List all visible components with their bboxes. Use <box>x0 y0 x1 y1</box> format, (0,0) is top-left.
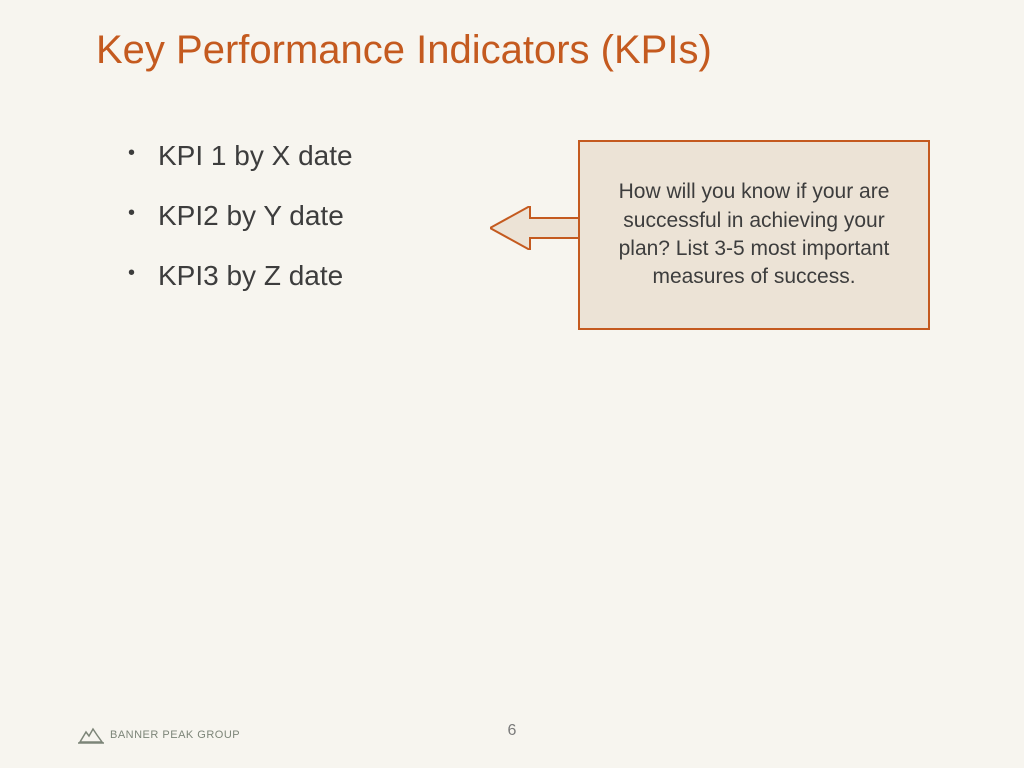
page-title: Key Performance Indicators (KPIs) <box>96 28 712 73</box>
logo: BANNER PEAK GROUP <box>78 726 240 744</box>
logo-text: BANNER PEAK GROUP <box>110 729 240 741</box>
arrow-left-icon <box>490 206 580 250</box>
callout-text: How will you know if your are successful… <box>602 178 906 291</box>
list-item: KPI 1 by X date <box>128 140 353 172</box>
callout: How will you know if your are successful… <box>490 140 930 330</box>
mountain-icon <box>78 726 104 744</box>
list-item: KPI2 by Y date <box>128 200 353 232</box>
callout-box: How will you know if your are successful… <box>578 140 930 330</box>
list-item: KPI3 by Z date <box>128 260 353 292</box>
kpi-list: KPI 1 by X date KPI2 by Y date KPI3 by Z… <box>128 140 353 320</box>
page-number: 6 <box>508 722 517 740</box>
